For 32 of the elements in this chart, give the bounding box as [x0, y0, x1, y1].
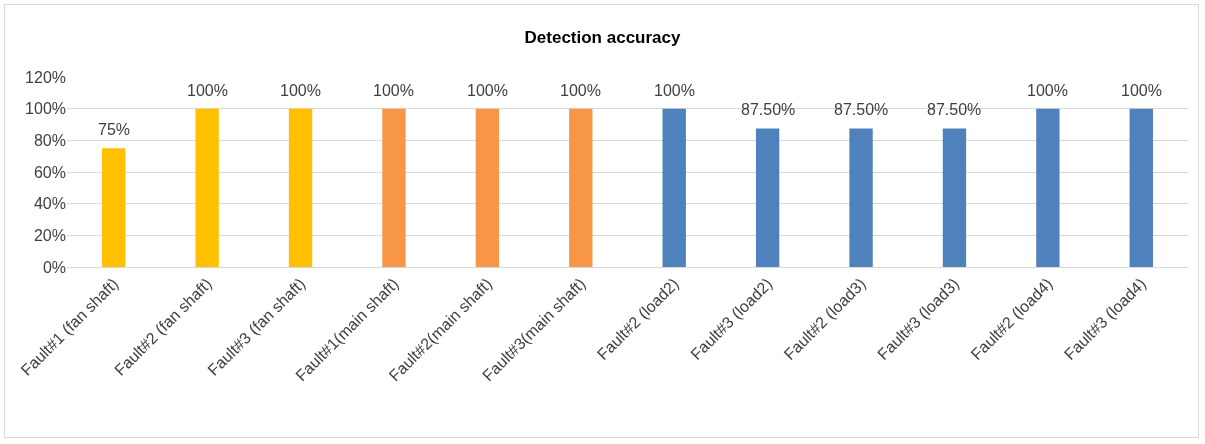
- data-label: 100%: [1027, 82, 1068, 99]
- bar: [942, 128, 967, 267]
- y-tick-label: 60%: [33, 163, 66, 181]
- data-label: 100%: [187, 82, 228, 99]
- bar: [382, 108, 406, 267]
- bar: [849, 128, 873, 267]
- data-label: 75%: [98, 121, 131, 138]
- bar: [755, 128, 780, 267]
- data-label: 100%: [280, 82, 321, 99]
- bar: [475, 108, 500, 267]
- bar: [1129, 108, 1153, 267]
- y-tick-label: 80%: [33, 131, 66, 149]
- data-label: 87.50%: [834, 101, 889, 118]
- y-tick-label: 0%: [42, 258, 66, 276]
- y-tick-label: 120%: [25, 68, 66, 86]
- y-tick-label: 20%: [33, 226, 66, 244]
- bar: [195, 108, 219, 267]
- data-label: 87.50%: [741, 101, 796, 118]
- y-tick-label: 40%: [33, 195, 66, 213]
- bar: [1036, 108, 1060, 267]
- bar: [662, 108, 686, 267]
- data-label: 100%: [373, 82, 414, 99]
- bar: [288, 108, 313, 267]
- data-label: 100%: [560, 82, 601, 99]
- chart-title: Detection accuracy: [524, 27, 681, 47]
- bar: [102, 148, 126, 267]
- data-label: 100%: [467, 82, 508, 99]
- data-label: 100%: [654, 82, 695, 99]
- y-tick-label: 100%: [25, 100, 66, 118]
- data-label: 87.50%: [927, 101, 982, 118]
- data-label: 100%: [1121, 82, 1162, 99]
- bar: [569, 108, 593, 267]
